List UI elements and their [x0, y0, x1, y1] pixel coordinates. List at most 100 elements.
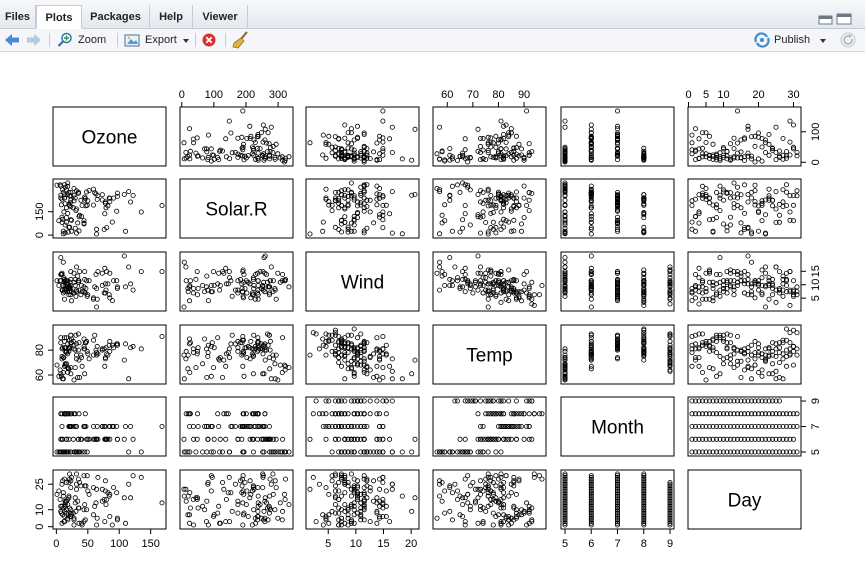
data-point: [493, 133, 499, 139]
data-point: [475, 191, 481, 197]
data-point: [409, 192, 415, 198]
data-point: [262, 515, 268, 521]
data-point: [374, 335, 380, 341]
data-point: [588, 481, 594, 487]
data-point: [721, 187, 727, 193]
data-point: [215, 154, 221, 160]
data-point: [460, 217, 466, 223]
data-point: [752, 362, 758, 368]
data-point: [460, 150, 466, 156]
data-point: [498, 290, 504, 296]
data-point: [109, 342, 115, 348]
data-point: [54, 362, 60, 368]
tab-viewer[interactable]: Viewer: [193, 5, 248, 28]
data-point: [485, 485, 491, 491]
data-point: [689, 411, 695, 417]
zoom-button[interactable]: Zoom: [57, 31, 109, 49]
data-point: [128, 423, 134, 429]
data-point: [752, 182, 758, 188]
data-point: [641, 209, 647, 215]
data-point: [749, 449, 755, 455]
data-point: [78, 352, 84, 358]
remove-plot-button[interactable]: [201, 31, 217, 49]
data-point: [721, 332, 727, 338]
data-point: [735, 436, 741, 442]
data-point: [270, 289, 276, 295]
data-point: [493, 224, 499, 230]
data-point: [477, 491, 483, 497]
data-point: [54, 449, 60, 455]
data-point: [437, 189, 443, 195]
data-point: [588, 149, 594, 155]
data-point: [700, 436, 706, 442]
panel-frame: [305, 251, 420, 312]
data-point: [641, 292, 647, 298]
data-point: [76, 278, 82, 284]
data-point: [615, 153, 621, 159]
data-point: [503, 514, 509, 520]
data-point: [267, 436, 273, 442]
data-point: [615, 490, 621, 496]
data-point: [354, 490, 360, 496]
data-point: [262, 411, 268, 417]
data-point: [615, 346, 621, 352]
data-point: [277, 279, 283, 285]
data-point: [358, 202, 364, 208]
publish-menu-button[interactable]: Publish: [753, 31, 829, 49]
minimize-pane-icon[interactable]: [818, 15, 833, 25]
data-point: [667, 356, 673, 362]
data-point: [511, 157, 517, 163]
forward-button[interactable]: [25, 31, 43, 49]
data-point: [377, 514, 383, 520]
data-point: [717, 398, 723, 404]
data-point: [345, 507, 351, 513]
data-point: [745, 253, 751, 259]
data-point: [114, 423, 120, 429]
clear-plots-button[interactable]: [232, 31, 250, 49]
data-point: [766, 141, 772, 147]
data-point: [65, 341, 71, 347]
data-point: [526, 398, 532, 404]
data-point: [562, 522, 568, 528]
data-point: [239, 337, 245, 343]
data-point: [65, 365, 71, 371]
tab-plots[interactable]: Plots: [36, 5, 82, 29]
data-point: [501, 285, 507, 291]
data-point: [251, 332, 257, 338]
tab-help[interactable]: Help: [150, 5, 193, 28]
refresh-button[interactable]: [839, 31, 857, 49]
data-point: [562, 346, 568, 352]
export-menu-button[interactable]: Export: [124, 31, 190, 49]
data-point: [336, 198, 342, 204]
data-point: [506, 436, 512, 442]
data-point: [773, 449, 779, 455]
data-point: [68, 285, 74, 291]
data-point: [434, 515, 440, 521]
data-point: [345, 361, 351, 367]
data-point: [383, 411, 389, 417]
data-point: [62, 195, 68, 201]
data-point: [480, 519, 486, 525]
data-point: [364, 182, 370, 188]
data-point: [749, 398, 755, 404]
data-point: [348, 332, 354, 338]
data-point: [281, 491, 287, 497]
tick-label: 20: [752, 89, 764, 101]
data-point: [738, 358, 744, 364]
data-point: [495, 150, 501, 156]
tab-packages[interactable]: Packages: [82, 5, 150, 28]
data-point: [364, 152, 370, 158]
back-button[interactable]: [3, 31, 21, 49]
data-point: [266, 141, 272, 147]
tab-files[interactable]: Files: [0, 5, 36, 28]
data-point: [667, 352, 673, 358]
data-point: [488, 398, 494, 404]
data-point: [273, 296, 279, 302]
data-point: [66, 411, 72, 417]
data-point: [766, 131, 772, 137]
data-point: [752, 143, 758, 149]
data-point: [255, 493, 261, 499]
maximize-pane-icon[interactable]: [836, 13, 852, 25]
data-point: [794, 423, 800, 429]
data-point: [323, 331, 329, 337]
